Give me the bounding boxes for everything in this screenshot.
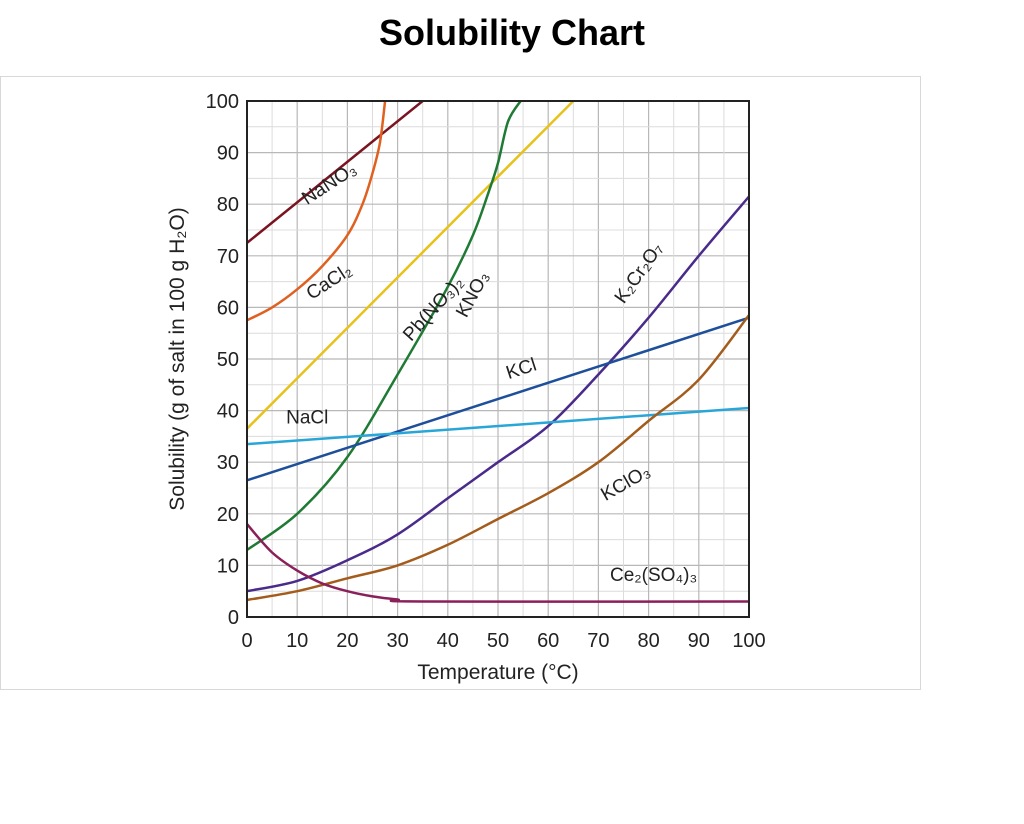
series-line xyxy=(247,406,749,446)
y-tick-label: 30 xyxy=(217,452,239,474)
y-tick-label: 40 xyxy=(217,401,239,423)
y-tick-label: 80 xyxy=(217,194,239,216)
series-line xyxy=(247,101,575,430)
x-tick-label: 10 xyxy=(286,630,308,652)
series-line xyxy=(247,101,522,552)
x-tick-label: 40 xyxy=(437,630,459,652)
series-layer xyxy=(247,101,749,603)
x-tick-label: 60 xyxy=(537,630,559,652)
series-line xyxy=(247,522,749,603)
y-tick-label: 70 xyxy=(217,246,239,268)
solubility-chart: 0 10 20 30 40 50 60 70 80 90 100 0 10 20 30 40 50 60 70 80 9… xyxy=(166,91,766,684)
y-tick-label: 100 xyxy=(206,91,239,113)
chart-frame: 0 10 20 30 40 50 60 70 80 90 100 0 10 20 30 40 50 60 70 80 9… xyxy=(0,76,921,690)
plot-border xyxy=(246,100,750,618)
series-label: NaNO₃ xyxy=(298,159,360,210)
y-tick-label: 20 xyxy=(217,504,239,526)
series-line xyxy=(247,316,749,482)
series-line xyxy=(247,195,749,593)
series-line xyxy=(247,101,424,245)
x-tick-label: 50 xyxy=(487,630,509,652)
series-line xyxy=(247,313,749,602)
x-tick-label: 90 xyxy=(688,630,710,652)
y-tick-label: 60 xyxy=(217,297,239,319)
y-tick-label: 90 xyxy=(217,143,239,165)
y-tick-label: 50 xyxy=(217,349,239,371)
x-tick-label: 0 xyxy=(241,630,252,652)
tick-labels: 0 10 20 30 40 50 60 70 80 90 100 0 10 20 30 40 50 60 70 80 9… xyxy=(206,91,766,652)
x-tick-label: 30 xyxy=(386,630,408,652)
y-tick-label: 10 xyxy=(217,555,239,577)
series-label: Ce₂(SO₄)₃ xyxy=(610,565,697,586)
y-axis-title: Solubility (g of salt in 100 g H₂O) xyxy=(166,207,189,510)
slide-title: Solubility Chart xyxy=(378,12,645,53)
x-axis-title: Temperature (°C) xyxy=(417,661,578,684)
x-tick-label: 80 xyxy=(637,630,659,652)
x-tick-label: 100 xyxy=(732,630,765,652)
x-tick-label: 20 xyxy=(336,630,358,652)
series-label: KClO₃ xyxy=(598,461,655,506)
x-tick-label: 70 xyxy=(587,630,609,652)
series-label: NaCl xyxy=(286,408,328,429)
y-tick-label: 0 xyxy=(228,607,239,629)
series-line xyxy=(247,101,387,322)
series-label: K₂Cr₂O₇ xyxy=(611,239,668,307)
